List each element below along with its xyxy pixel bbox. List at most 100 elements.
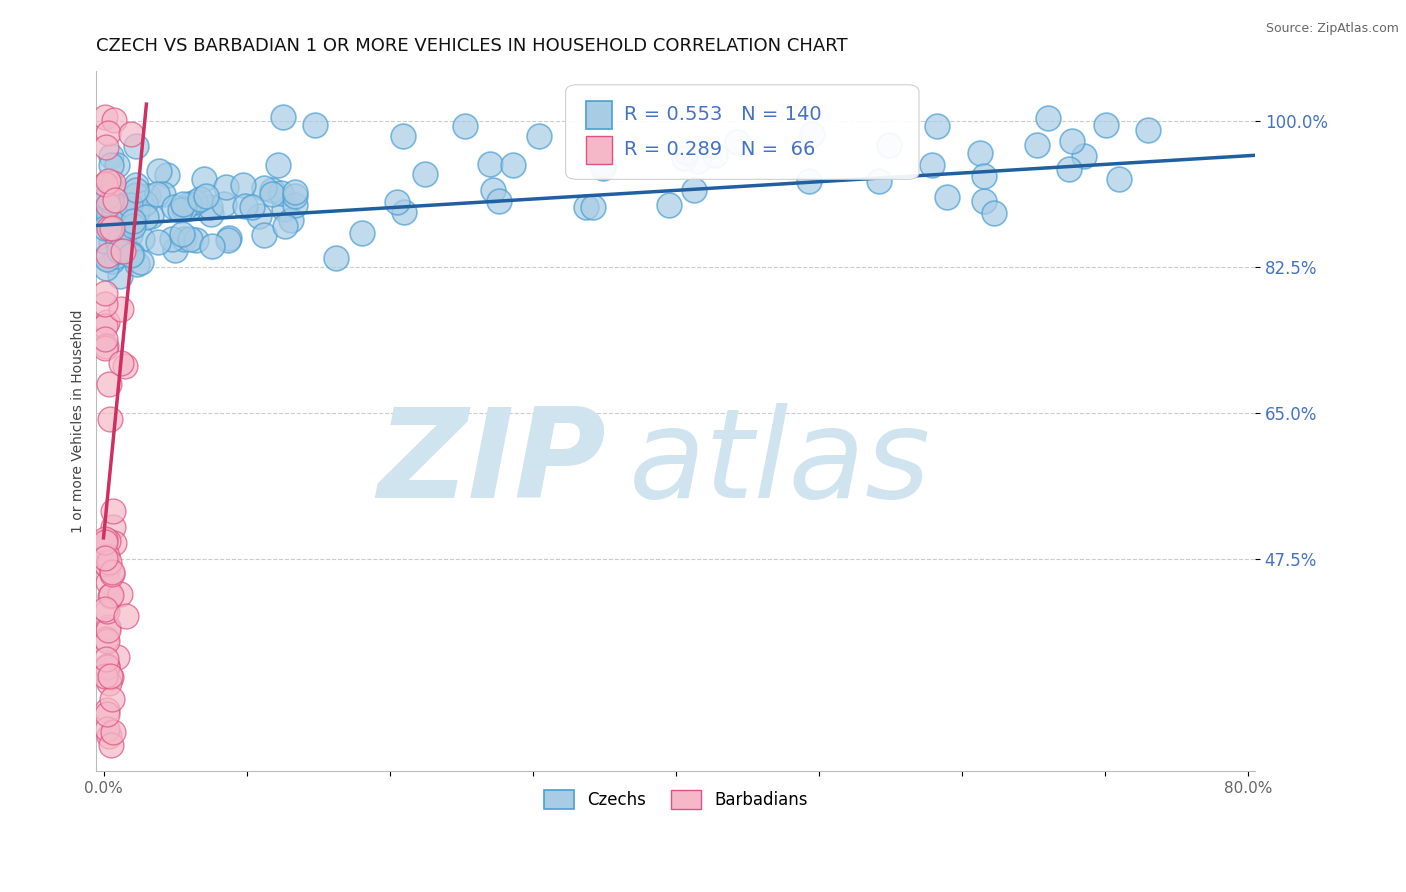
Point [103,204,125,219]
Point [165,243,187,257]
Point [121,219,143,234]
Point [592,161,614,175]
Point [94,669,117,683]
Point [97,574,120,589]
Point [104,244,127,258]
Point [94,318,117,333]
Point [103,536,125,550]
Point [125,178,148,192]
Point [105,242,128,256]
Point [148,164,170,178]
Point [120,228,142,243]
Point [105,249,128,263]
Point [392,205,415,219]
Point [98,376,121,391]
Point [125,183,148,197]
Point [173,232,195,246]
Point [94,191,117,205]
Point [170,227,193,242]
Point [1062,134,1084,148]
Point [799,174,821,188]
Point [112,210,135,224]
Point [350,226,373,240]
Point [96,722,118,736]
Point [683,183,706,197]
Point [96,660,118,674]
Point [94,532,117,546]
FancyBboxPatch shape [586,136,612,164]
Point [868,174,890,188]
Point [97,624,120,638]
Point [94,557,117,571]
Point [156,168,179,182]
Point [582,200,605,214]
Point [163,201,186,215]
Point [801,127,824,141]
Point [304,119,326,133]
Point [110,587,132,601]
FancyBboxPatch shape [586,101,612,129]
Point [94,177,117,191]
Point [127,257,149,271]
Point [173,202,195,216]
Point [96,634,118,648]
Point [200,206,222,220]
Point [114,239,136,253]
Point [135,211,157,225]
Point [921,158,943,172]
Point [262,183,284,197]
Point [725,135,748,149]
Point [94,285,117,300]
Point [114,359,136,374]
Point [274,219,297,234]
Text: CZECH VS BARBADIAN 1 OR MORE VEHICLES IN HOUSEHOLD CORRELATION CHART: CZECH VS BARBADIAN 1 OR MORE VEHICLES IN… [97,37,848,55]
Point [179,201,201,215]
Text: atlas: atlas [630,402,931,524]
Point [100,738,122,752]
Point [271,110,294,124]
Point [936,190,959,204]
Point [1025,137,1047,152]
Point [575,200,598,214]
Point [101,692,124,706]
Point [121,246,143,260]
Point [94,652,117,666]
Point [146,235,169,249]
Point [247,209,270,223]
Point [112,203,135,218]
Point [100,220,122,235]
Y-axis label: 1 or more Vehicles in Household: 1 or more Vehicles in Household [72,310,86,533]
Point [105,650,128,665]
Point [94,221,117,235]
Point [478,157,501,171]
Point [96,549,118,563]
Point [98,175,121,189]
Point [94,601,117,615]
Point [94,260,117,275]
Point [100,236,122,251]
Point [969,145,991,160]
Point [688,153,710,168]
Point [392,128,415,143]
Point [877,138,900,153]
Point [1036,111,1059,125]
Point [108,199,131,213]
Point [120,127,142,141]
Point [94,535,117,549]
Point [96,659,118,673]
Point [152,186,174,201]
Point [195,189,218,203]
Point [131,232,153,246]
Text: Source: ZipAtlas.com: Source: ZipAtlas.com [1265,22,1399,36]
Point [96,702,118,716]
Point [502,158,524,172]
Point [101,725,124,739]
Point [97,729,120,743]
Point [454,119,477,133]
Point [120,248,142,262]
Point [129,255,152,269]
Point [262,187,284,202]
Point [253,227,276,242]
Point [273,202,295,217]
Point [103,112,125,127]
